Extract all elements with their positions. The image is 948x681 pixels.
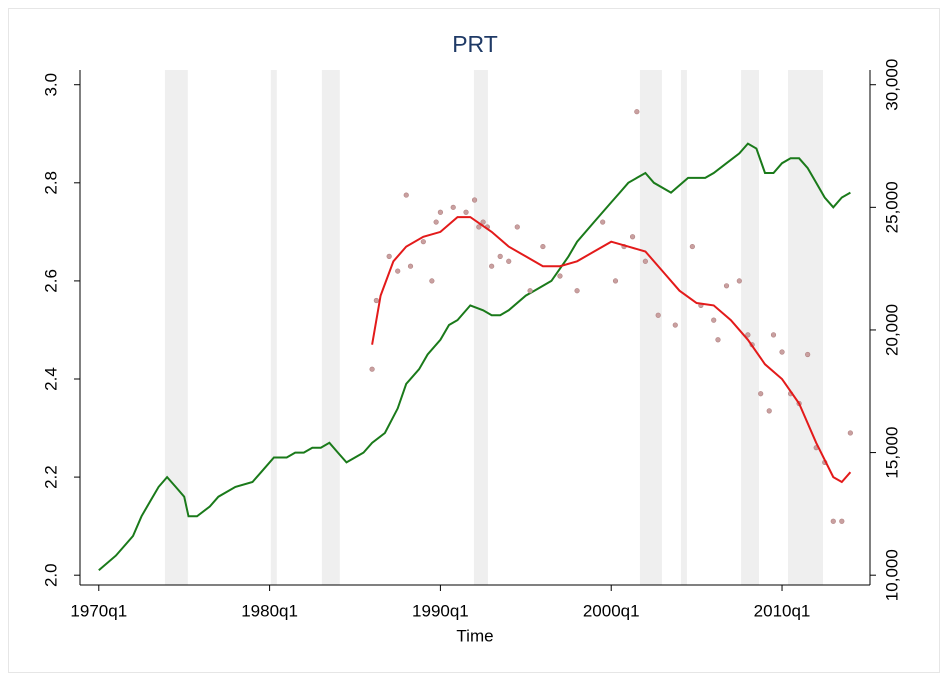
x-tick-label: 1970q1 [70,601,127,620]
y-tick-label: 2.4 [41,367,60,391]
recession-band [741,70,759,585]
series-point [450,204,456,210]
series-point [612,278,619,284]
series-point [711,317,717,323]
x-tick-label: 1990q1 [412,601,469,620]
y-tick-label: 3.0 [41,73,60,97]
series-point [745,332,751,338]
series-point [489,263,495,269]
series-point [514,224,520,230]
recession-band [473,70,488,585]
series-point [506,258,512,264]
series-point [779,349,785,355]
series-point [386,253,392,259]
series-point [480,219,486,225]
series-point [758,391,764,397]
recession-band [680,70,687,585]
series-point [395,268,401,274]
series-line [371,216,852,484]
x-tick-label: 1980q1 [241,601,298,620]
y-tick-label: 2.6 [41,269,60,293]
series-point [463,209,469,215]
y2-tick-label: 20,000 [882,304,901,356]
series-point [373,297,379,304]
series-point [557,273,563,279]
x-tick-label: 2000q1 [583,601,640,620]
series-point [476,224,482,230]
recession-band [788,70,824,585]
series-point [540,243,546,250]
series-point [437,209,444,215]
x-axis-label: Time [456,626,493,645]
y-tick-label: 2.0 [41,563,60,587]
series-point [715,337,721,343]
y2-tick-label: 25,000 [882,181,901,233]
series-point [407,263,414,269]
y-tick-label: 2.2 [41,465,60,489]
recession-band [164,70,188,585]
series-point [736,278,742,284]
series-point [471,197,478,203]
recession-band [639,70,662,585]
y2-tick-label: 15,000 [882,427,901,479]
series-line [98,142,851,572]
series-point [655,312,661,318]
chart-title: PRT [452,31,498,57]
y2-tick-label: 30,000 [882,59,901,111]
series-point [403,192,409,198]
series-point [634,109,640,115]
y2-tick-label: 10,000 [882,549,901,601]
series-point [429,278,435,284]
series-point [770,332,777,338]
recession-band [270,70,277,585]
series-point [805,351,811,358]
series-point [839,518,845,524]
series-point [369,366,375,372]
series-point [689,243,695,250]
series-point [574,288,580,294]
series-point [420,239,426,245]
series-point [642,258,648,264]
recession-band [321,70,340,585]
series-point [600,219,606,225]
series-point [629,234,636,240]
series-point [497,253,503,259]
y-tick-label: 2.8 [41,171,60,195]
series-point [723,283,730,289]
series-point [766,408,772,414]
series-point [830,518,836,524]
x-tick-label: 2010q1 [754,601,811,620]
series-point [847,430,853,436]
series-point [672,322,678,328]
series-point [527,288,533,294]
series-point [433,219,439,225]
